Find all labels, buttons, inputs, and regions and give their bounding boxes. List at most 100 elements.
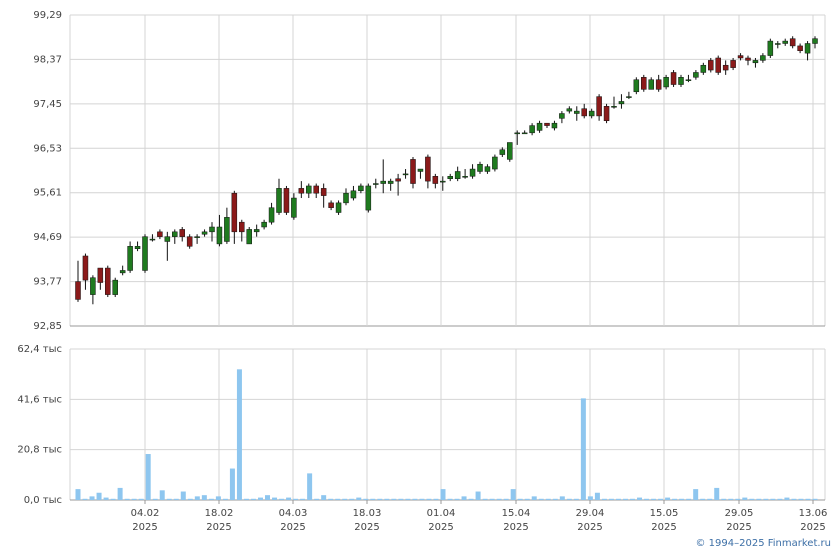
volume-bar: [559, 496, 565, 500]
volume-series: [75, 369, 818, 500]
x-tick-label-year: 2025: [428, 522, 453, 533]
candle-up: [462, 176, 468, 178]
candle-up: [253, 229, 260, 233]
candle-down: [596, 96, 602, 117]
volume-bar: [672, 498, 678, 500]
volume-bar: [763, 498, 769, 500]
volume-bar: [117, 487, 123, 500]
candle-down: [395, 178, 401, 182]
candle-up: [499, 149, 506, 155]
volume-bar: [412, 498, 418, 500]
candle-down: [298, 188, 305, 194]
volume-bar: [622, 498, 628, 500]
volume-bar: [349, 498, 355, 500]
copyright-text: © 1994–2025 Finmarket.ru: [695, 538, 831, 549]
candle-up: [90, 277, 96, 295]
candle-up: [507, 142, 513, 160]
candle-up: [172, 231, 178, 237]
candle-down: [737, 55, 744, 59]
candle-up: [618, 101, 625, 105]
candle-up: [447, 176, 453, 179]
candle-up: [804, 43, 811, 54]
volume-bar: [489, 498, 495, 500]
volume-bar: [791, 498, 797, 500]
candle-down: [157, 231, 163, 237]
candle-down: [730, 60, 736, 68]
candle-up: [536, 122, 543, 131]
volume-bar: [391, 498, 397, 500]
candle-down: [670, 72, 677, 85]
x-tick-label-date: 04.02: [131, 508, 160, 519]
volume-bar: [145, 454, 151, 500]
volume-bar: [243, 498, 249, 500]
volume-bar: [447, 498, 453, 500]
candle-up: [119, 270, 126, 274]
volume-y-tick-label: 0,0 тыс: [24, 495, 62, 506]
volume-bar: [580, 398, 586, 500]
candle-up: [194, 236, 200, 238]
volume-bar: [300, 498, 306, 500]
candle-up: [380, 180, 386, 184]
volume-y-tick-label: 62,4 тыс: [17, 344, 62, 355]
volume-bar: [693, 489, 699, 500]
candle-up: [440, 180, 446, 183]
volume-bar: [131, 498, 137, 500]
volume-bar: [236, 369, 242, 500]
volume-bar: [222, 498, 228, 500]
volume-bar: [384, 498, 390, 500]
candle-up: [142, 236, 148, 271]
candle-up: [417, 168, 424, 172]
candle-up: [224, 217, 230, 242]
volume-bar: [440, 489, 446, 500]
candle-up: [261, 221, 267, 228]
candle-up: [335, 202, 342, 213]
price-y-tick-label: 95,61: [33, 188, 62, 199]
volume-bar: [552, 498, 558, 500]
x-tick-label-year: 2025: [206, 522, 231, 533]
volume-bar: [159, 490, 165, 500]
volume-bar: [503, 498, 509, 500]
candle-up: [767, 40, 774, 56]
candle-up: [514, 132, 520, 135]
price-y-tick-label: 98,37: [33, 54, 62, 65]
candle-down: [797, 45, 803, 51]
volume-bar: [293, 498, 299, 500]
x-tick-label-date: 13.06: [799, 508, 828, 519]
candle-down: [313, 185, 319, 194]
volume-bar: [728, 498, 734, 500]
candle-up: [551, 122, 558, 129]
x-tick-label-year: 2025: [577, 522, 602, 533]
volume-bar: [594, 492, 600, 500]
candle-up: [387, 180, 394, 184]
volume-bar: [75, 489, 81, 500]
volume-bar: [714, 487, 720, 500]
volume-bar: [405, 498, 411, 500]
volume-bar: [679, 498, 685, 500]
price-y-tick-label: 96,53: [33, 143, 62, 154]
volume-bar: [180, 491, 186, 500]
volume-bar: [110, 498, 116, 500]
volume-bar: [335, 498, 341, 500]
volume-bar: [370, 498, 376, 500]
candle-down: [655, 79, 662, 90]
candle-up: [611, 106, 617, 108]
candle-down: [641, 77, 647, 90]
candle-up: [477, 163, 483, 172]
candle-up: [209, 226, 215, 233]
volume-bar: [124, 498, 130, 500]
volume-bar: [686, 498, 692, 500]
volume-bar: [651, 498, 657, 500]
volume-bar: [482, 498, 488, 500]
candle-up: [402, 173, 409, 176]
candle-up: [127, 246, 133, 271]
volume-bar: [363, 498, 369, 500]
candle-down: [603, 106, 610, 122]
candlestick-series: [75, 36, 818, 305]
volume-y-tick-label: 41,6 тыс: [17, 394, 62, 405]
candle-up: [216, 226, 223, 245]
x-tick-label-date: 18.02: [205, 508, 234, 519]
candle-up: [306, 185, 312, 194]
candle-up: [574, 110, 580, 114]
